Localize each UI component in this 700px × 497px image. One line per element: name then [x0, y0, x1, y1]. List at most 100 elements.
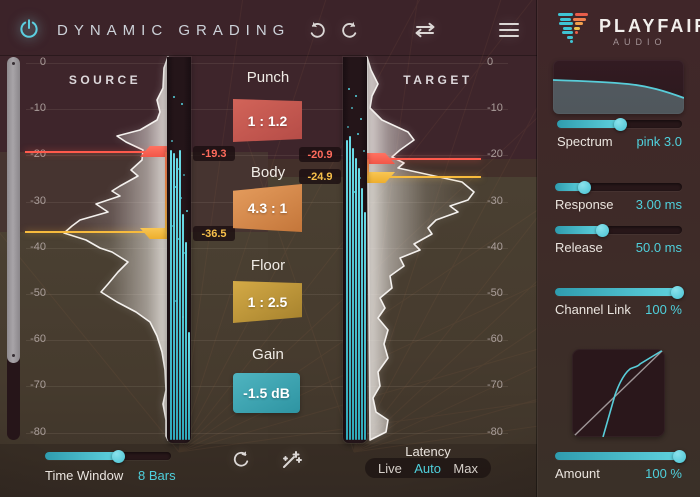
- source-upper-threshold-handle[interactable]: [140, 146, 168, 157]
- db-scale-label: -10: [487, 102, 503, 114]
- slider-knob[interactable]: [673, 449, 687, 463]
- level-dot: [359, 177, 361, 179]
- latency-label: Latency: [405, 444, 451, 459]
- brand-name: PLAYFAIR: [599, 16, 700, 36]
- response-slider[interactable]: [555, 180, 682, 194]
- power-button[interactable]: [13, 13, 45, 45]
- amount-slider[interactable]: [555, 449, 687, 463]
- level-dot: [177, 168, 179, 170]
- level-dot: [178, 238, 180, 240]
- refresh-icon: [233, 451, 249, 467]
- db-scale-label: -40: [487, 241, 503, 253]
- gridline: [26, 433, 508, 434]
- punch-control[interactable]: 1 : 1.2: [233, 99, 302, 142]
- slider-knob[interactable]: [595, 223, 609, 237]
- time-window-value: 8 Bars: [138, 468, 176, 483]
- level-bar: [173, 153, 175, 440]
- body-label: Body: [250, 164, 286, 181]
- db-scale-label: 0: [39, 56, 46, 68]
- amount-label: Amount: [555, 466, 600, 481]
- gain-control[interactable]: -1.5 dB: [233, 373, 300, 413]
- redo-button[interactable]: [336, 16, 364, 44]
- level-dot: [351, 107, 353, 109]
- gridline: [26, 248, 508, 249]
- level-dot: [181, 103, 183, 105]
- menu-button[interactable]: [495, 17, 523, 43]
- level-dot: [183, 174, 185, 176]
- punch-label: Punch: [246, 69, 290, 86]
- brand-logo-icon: [558, 13, 592, 45]
- gain-label: Gain: [252, 346, 284, 363]
- latency-option-max[interactable]: Max: [453, 460, 478, 476]
- undo-icon: [310, 21, 325, 38]
- fader-dot-top: [12, 62, 15, 65]
- db-scale-label: -20: [487, 148, 503, 160]
- level-dot: [184, 252, 186, 254]
- level-dot: [175, 300, 177, 302]
- db-scale-label: -80: [30, 426, 46, 438]
- brand-sub: AUDIO: [613, 37, 667, 47]
- release-slider[interactable]: [555, 223, 682, 237]
- app-title: DYNAMIC GRADING: [57, 22, 291, 39]
- redo-icon: [342, 21, 357, 38]
- slider-knob[interactable]: [670, 285, 684, 299]
- source-level-meter: [167, 57, 191, 443]
- source-lower-threshold-value: -36.5: [193, 226, 235, 241]
- swap-arrows-icon: [415, 22, 435, 38]
- db-scale-label: -10: [30, 102, 46, 114]
- level-dot: [347, 126, 349, 128]
- target-lower-threshold-line[interactable]: [367, 176, 481, 178]
- level-bar: [170, 150, 172, 440]
- floor-control[interactable]: 1 : 2.5: [233, 281, 302, 323]
- slider-fill: [45, 452, 119, 460]
- gridline: [26, 155, 508, 156]
- power-icon: [20, 19, 38, 38]
- spectrum-graph[interactable]: [553, 60, 684, 114]
- channel-link-value: 100 %: [645, 302, 682, 317]
- target-lower-threshold-handle[interactable]: [367, 172, 395, 183]
- target-upper-threshold-line[interactable]: [367, 158, 481, 160]
- zoom-fader-thumb[interactable]: [7, 57, 20, 363]
- level-dot: [357, 133, 359, 135]
- target-histogram: [366, 56, 475, 441]
- target-upper-threshold-value: -20.9: [299, 147, 341, 162]
- slider-knob[interactable]: [578, 180, 592, 194]
- refresh-button[interactable]: [228, 447, 254, 473]
- source-upper-threshold-line[interactable]: [25, 151, 168, 153]
- level-dot: [363, 150, 365, 152]
- level-dot: [353, 191, 355, 193]
- level-dot: [348, 88, 350, 90]
- source-lower-threshold-line[interactable]: [25, 231, 168, 233]
- slider-knob[interactable]: [613, 117, 627, 131]
- response-value: 3.00 ms: [635, 197, 682, 212]
- target-upper-threshold-handle[interactable]: [367, 153, 395, 164]
- body-control[interactable]: 4.3 : 1: [233, 184, 302, 232]
- ab-swap-button[interactable]: [410, 16, 440, 44]
- source-upper-threshold-value: -19.3: [193, 146, 235, 161]
- fader-dot-bottom: [12, 354, 15, 357]
- channel-link-slider[interactable]: [555, 285, 684, 299]
- undo-button[interactable]: [303, 16, 331, 44]
- level-bar: [349, 136, 351, 440]
- db-scale-label: -60: [30, 333, 46, 345]
- level-bar: [346, 140, 348, 440]
- level-dot: [173, 96, 175, 98]
- latency-option-live[interactable]: Live: [378, 460, 402, 476]
- display-zoom-fader[interactable]: [7, 57, 20, 440]
- slider-knob[interactable]: [112, 449, 126, 463]
- target-level-meter: [343, 57, 367, 443]
- db-scale-label: -50: [487, 287, 503, 299]
- spectrum-slider[interactable]: [557, 117, 682, 131]
- latency-option-auto[interactable]: Auto: [414, 460, 442, 476]
- magic-wand-button[interactable]: [278, 447, 304, 473]
- source-lower-threshold-handle[interactable]: [140, 228, 168, 239]
- spectrum-value: pink 3.0: [636, 134, 682, 149]
- level-bar: [352, 148, 354, 440]
- spectrum-label: Spectrum: [557, 134, 613, 149]
- level-dot: [171, 140, 173, 142]
- level-bar: [176, 158, 178, 440]
- time-window-slider[interactable]: [45, 449, 171, 463]
- level-bar: [185, 242, 187, 440]
- db-scale-label: 0: [487, 56, 494, 68]
- level-bar: [361, 188, 363, 440]
